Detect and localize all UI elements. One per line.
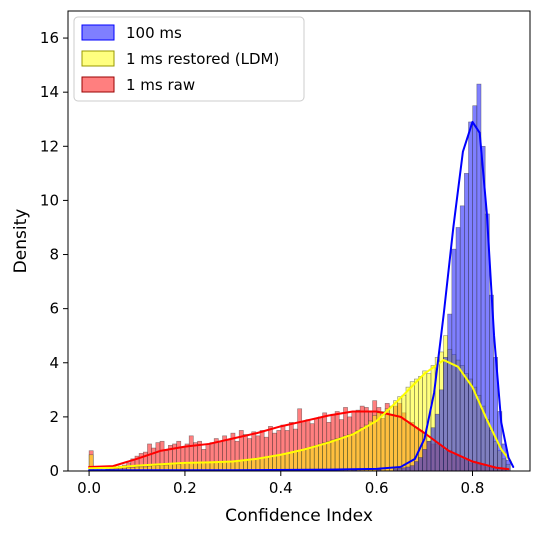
legend: 100 ms 1 ms restored (LDM) 1 ms raw bbox=[73, 16, 305, 102]
x-tick-label: 0.4 bbox=[269, 479, 293, 497]
histogram-bar bbox=[472, 105, 478, 472]
y-tick-label: 12 bbox=[40, 137, 59, 155]
histogram-bar bbox=[401, 394, 407, 472]
series-100-ms-bars bbox=[88, 83, 511, 472]
histogram-bar bbox=[459, 205, 465, 472]
histogram-bar bbox=[443, 357, 448, 472]
legend-swatch-1ms-raw bbox=[81, 76, 115, 93]
histogram-bar bbox=[284, 453, 290, 472]
legend-swatch-100ms bbox=[81, 24, 115, 41]
histogram-bar bbox=[363, 424, 369, 472]
histogram-bar bbox=[318, 443, 323, 472]
histogram-bar bbox=[280, 454, 286, 472]
histogram-bar bbox=[426, 440, 432, 472]
kde-line-100-ms bbox=[88, 120, 515, 472]
y-tick-label: 8 bbox=[49, 246, 59, 264]
histogram-bar bbox=[464, 173, 469, 472]
histogram-bar bbox=[409, 465, 415, 472]
histogram-bar bbox=[268, 456, 273, 472]
histogram-bar bbox=[305, 447, 311, 472]
histogram-bar bbox=[422, 449, 428, 472]
plot-frame bbox=[67, 10, 531, 472]
x-axis-ticks: 0.0 0.2 0.4 0.6 0.8 bbox=[77, 471, 484, 497]
histogram-bar bbox=[347, 434, 353, 472]
y-tick-label: 6 bbox=[49, 300, 59, 318]
histogram-bar bbox=[301, 449, 307, 472]
x-tick-label: 0.2 bbox=[173, 479, 197, 497]
histogram-bar bbox=[418, 375, 423, 472]
histogram-bar bbox=[276, 455, 282, 472]
histogram-bar bbox=[288, 451, 294, 472]
histogram-bar bbox=[430, 427, 436, 472]
legend-label-1ms-restored: 1 ms restored (LDM) bbox=[126, 50, 279, 68]
x-tick-label: 0.6 bbox=[365, 479, 389, 497]
histogram-bar bbox=[355, 430, 361, 472]
histogram-bar bbox=[468, 121, 473, 472]
histogram-bar bbox=[501, 443, 507, 472]
x-tick-label: 0.0 bbox=[77, 479, 101, 497]
y-tick-label: 2 bbox=[49, 408, 59, 426]
histogram-bar bbox=[384, 408, 390, 472]
legend-box bbox=[73, 16, 305, 102]
histogram-bar bbox=[405, 466, 411, 472]
histogram-bar bbox=[414, 461, 419, 472]
histogram-bar bbox=[451, 248, 457, 472]
histogram-bar bbox=[326, 440, 332, 472]
y-axis-ticks: 0 2 4 6 8 10 12 14 16 bbox=[40, 29, 68, 480]
y-tick-label: 0 bbox=[49, 462, 59, 480]
histogram-bar bbox=[380, 411, 386, 472]
legend-label-1ms-raw: 1 ms raw bbox=[126, 76, 195, 94]
histogram-bar bbox=[393, 400, 398, 472]
histogram-bar bbox=[397, 396, 403, 472]
histogram-bar bbox=[368, 420, 373, 472]
histogram-bar bbox=[313, 444, 319, 472]
histogram-bar bbox=[359, 427, 365, 472]
kde-layer bbox=[88, 120, 515, 472]
histogram-bar bbox=[351, 432, 357, 472]
legend-swatch-1ms-restored bbox=[81, 50, 115, 67]
histogram-bar bbox=[322, 442, 328, 472]
y-tick-label: 10 bbox=[40, 191, 59, 209]
histogram-bar bbox=[309, 446, 315, 472]
x-tick-label: 0.8 bbox=[461, 479, 485, 497]
histogram-bar bbox=[405, 386, 411, 472]
histogram-bar bbox=[297, 450, 303, 472]
y-tick-label: 16 bbox=[40, 29, 59, 47]
histogram-bar bbox=[455, 227, 461, 472]
kde-line-1-ms-raw bbox=[88, 410, 510, 471]
kde-line-1-ms-restored-ldm bbox=[88, 359, 512, 470]
histogram-bar bbox=[338, 436, 344, 472]
x-axis-title: Confidence Index bbox=[225, 506, 373, 526]
histogram-bar bbox=[293, 451, 298, 472]
legend-label-100ms: 100 ms bbox=[126, 24, 182, 42]
histogram-bar bbox=[418, 457, 423, 472]
histogram-bar bbox=[447, 313, 453, 472]
histogram-bar bbox=[263, 457, 269, 472]
histogram-bar bbox=[343, 435, 348, 472]
y-tick-label: 14 bbox=[40, 83, 59, 101]
y-tick-label: 4 bbox=[49, 354, 59, 372]
y-axis-title: Density bbox=[11, 209, 31, 274]
histogram-bar bbox=[272, 455, 278, 472]
histogram-bar bbox=[330, 439, 336, 472]
histogram-bar bbox=[334, 438, 340, 472]
histogram-bar bbox=[439, 389, 444, 472]
